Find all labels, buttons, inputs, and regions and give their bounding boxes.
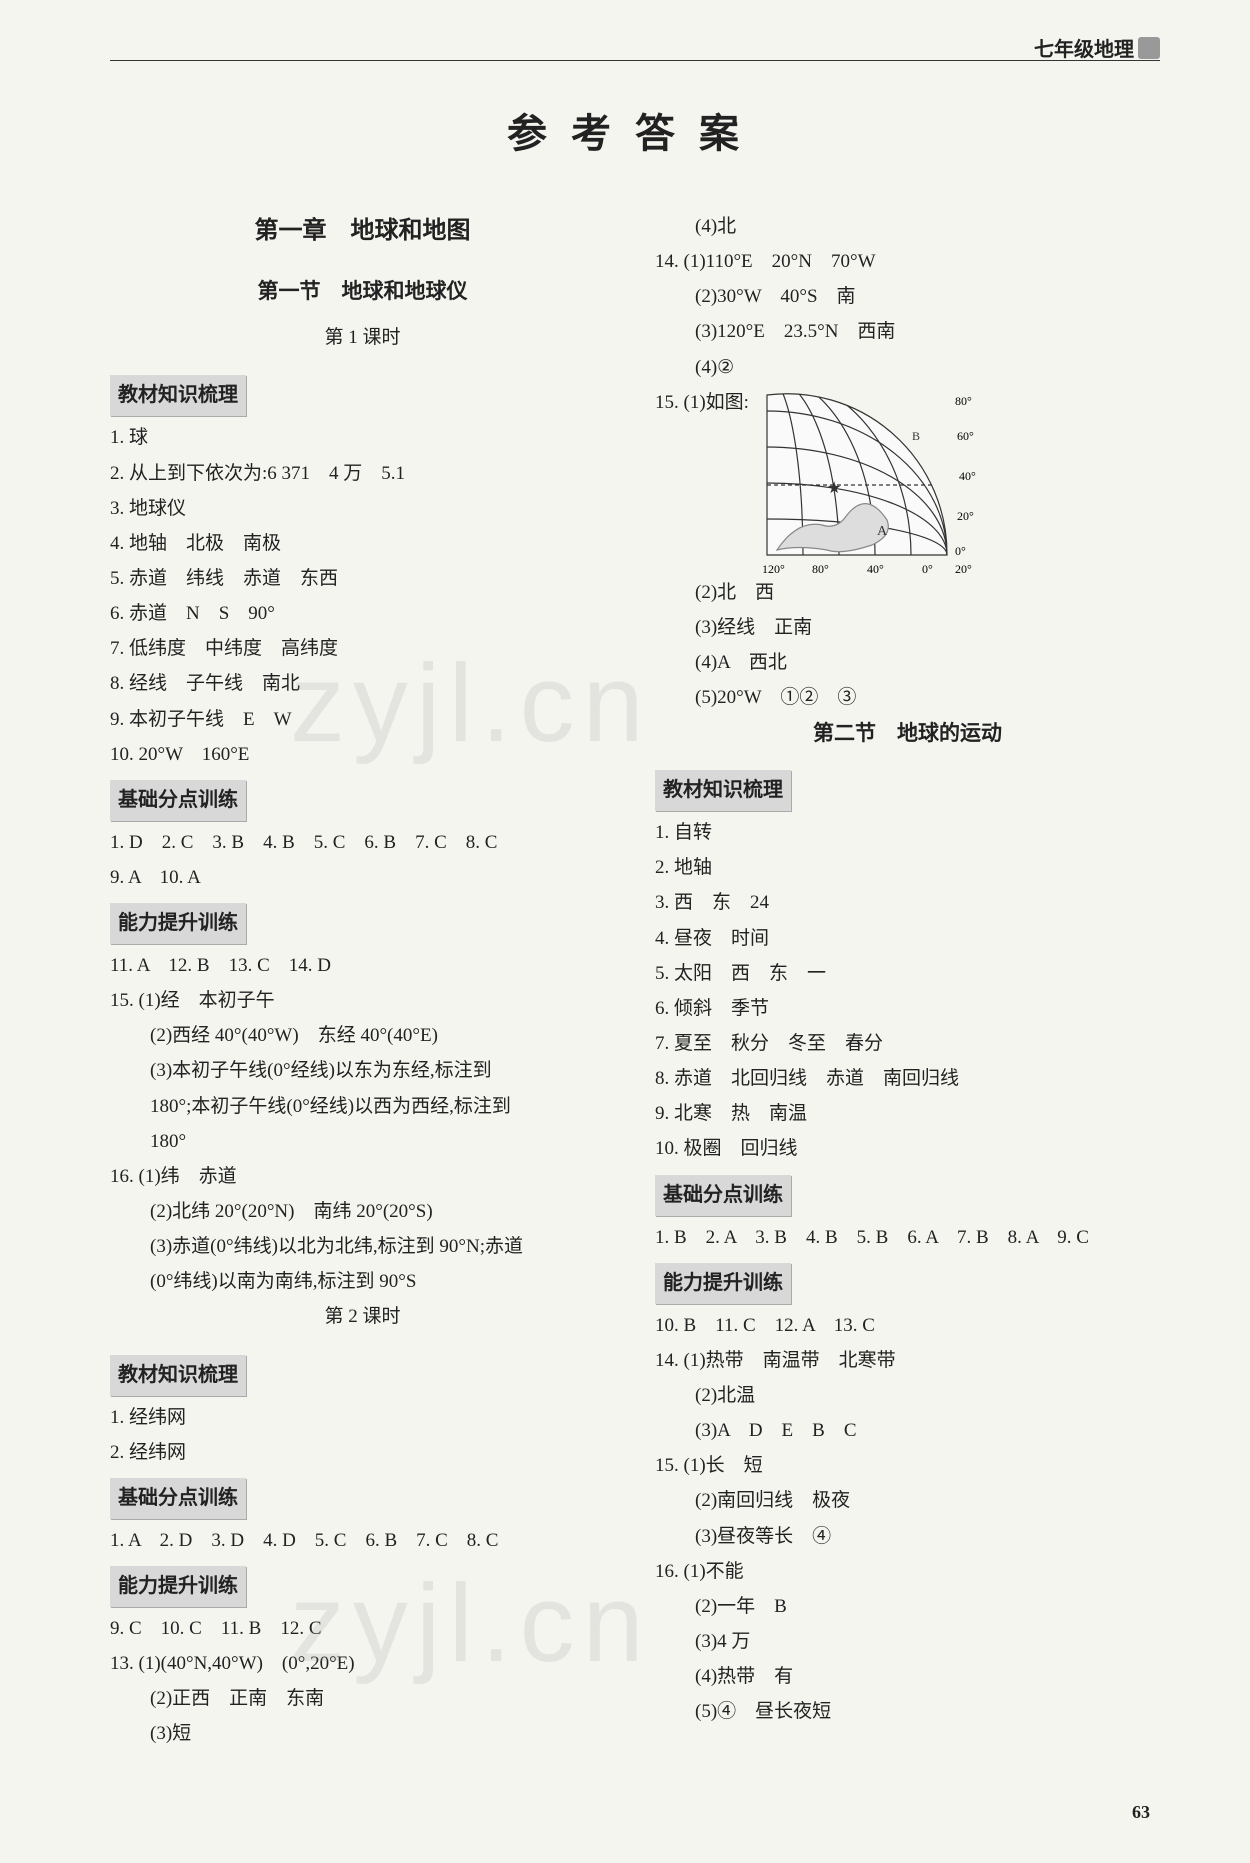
svg-text:B: B — [912, 429, 920, 443]
answer-line: 1. 球 — [110, 420, 615, 455]
subhead-knowledge-2: 教材知识梳理 — [110, 1355, 246, 1396]
answer-line: 16. (1)不能 — [655, 1554, 1160, 1589]
answer-line: (2)正西 正南 东南 — [110, 1681, 615, 1716]
answer-line: 1. 经纬网 — [110, 1400, 615, 1435]
lon-label: 80° — [812, 562, 829, 575]
answer-line: 13. (1)(40°N,40°W) (0°,20°E) — [110, 1646, 615, 1681]
answer-line: 8. 经线 子午线 南北 — [110, 666, 615, 701]
answer-line: 5. 赤道 纬线 赤道 东西 — [110, 561, 615, 596]
header-label: 七年级地理 — [1034, 33, 1160, 62]
answer-line: 15. (1)长 短 — [655, 1448, 1160, 1483]
answer-line: 1. D 2. C 3. B 4. B 5. C 6. B 7. C 8. C — [110, 825, 615, 860]
answer-line: 1. B 2. A 3. B 4. B 5. B 6. A 7. B 8. A … — [655, 1220, 1160, 1255]
lat-label: 80° — [955, 394, 972, 408]
subhead-basic-r: 基础分点训练 — [655, 1175, 791, 1216]
answer-line: (3)短 — [110, 1716, 615, 1751]
answer-line: 7. 低纬度 中纬度 高纬度 — [110, 631, 615, 666]
answer-line: (3)本初子午线(0°经线)以东为东经,标注到 — [110, 1053, 615, 1088]
answer-line: (2)南回归线 极夜 — [655, 1483, 1160, 1518]
lat-label: 0° — [955, 544, 966, 558]
answer-line: (4)A 西北 — [655, 645, 1160, 680]
answer-line: (4)北 — [655, 209, 1160, 244]
answer-line: 2. 经纬网 — [110, 1435, 615, 1470]
answer-line: (4)热带 有 — [655, 1659, 1160, 1694]
answer-line: 180° — [110, 1124, 615, 1159]
answer-line: 10. B 11. C 12. A 13. C — [655, 1308, 1160, 1343]
answer-line: (5)④ 昼长夜短 — [655, 1694, 1160, 1729]
svg-text:A: A — [877, 524, 888, 539]
answer-line: (3)A D E B C — [655, 1413, 1160, 1448]
subhead-ability-1: 能力提升训练 — [110, 903, 246, 944]
answer-line: 9. C 10. C 11. B 12. C — [110, 1611, 615, 1646]
answer-line: (3)赤道(0°纬线)以北为北纬,标注到 90°N;赤道 — [110, 1229, 615, 1264]
page-number: 63 — [1132, 1802, 1150, 1823]
answer-line: (3)120°E 23.5°N 西南 — [655, 314, 1160, 349]
answer-line: 7. 夏至 秋分 冬至 春分 — [655, 1026, 1160, 1061]
answer-line: 180°;本初子午线(0°经线)以西为西经,标注到 — [110, 1089, 615, 1124]
lon-label: 40° — [867, 562, 884, 575]
answer-line: (4)② — [655, 350, 1160, 385]
answer-line: (5)20°W ①② ③ — [655, 680, 1160, 715]
answer-line: 4. 地轴 北极 南极 — [110, 526, 615, 561]
answer-line: (0°纬线)以南为南纬,标注到 90°S — [110, 1264, 615, 1299]
answer-line: (2)30°W 40°S 南 — [655, 279, 1160, 314]
answer-line: 15. (1)经 本初子午 — [110, 983, 615, 1018]
svg-text:★: ★ — [827, 480, 841, 497]
globe-diagram: ★ A B 80° 60° 40° 20° 0° 20° 120° 80° 40… — [757, 385, 997, 575]
answer-line: 3. 西 东 24 — [655, 885, 1160, 920]
lat-label: 20° — [955, 562, 972, 575]
answer-line: 14. (1)110°E 20°N 70°W — [655, 244, 1160, 279]
answer-line: (2)北纬 20°(20°N) 南纬 20°(20°S) — [110, 1194, 615, 1229]
answer-line: 2. 地轴 — [655, 850, 1160, 885]
answer-line: 4. 昼夜 时间 — [655, 921, 1160, 956]
answer-line: 8. 赤道 北回归线 赤道 南回归线 — [655, 1061, 1160, 1096]
subhead-ability-2: 能力提升训练 — [110, 1566, 246, 1607]
answer-line: 16. (1)纬 赤道 — [110, 1159, 615, 1194]
answer-line: 10. 20°W 160°E — [110, 737, 615, 772]
answer-line: 15. (1)如图: — [655, 385, 749, 420]
answer-line: (3)4 万 — [655, 1624, 1160, 1659]
section-title-1: 第一节 地球和地球仪 — [110, 273, 615, 312]
lat-label: 40° — [959, 469, 976, 483]
answer-line: 14. (1)热带 南温带 北寒带 — [655, 1343, 1160, 1378]
lesson-title-1: 第 1 课时 — [110, 320, 615, 355]
answer-line: 2. 从上到下依次为:6 371 4 万 5.1 — [110, 456, 615, 491]
answer-line: (3)昼夜等长 ④ — [655, 1519, 1160, 1554]
header-text: 七年级地理 — [1034, 33, 1134, 62]
answer-line: (2)一年 B — [655, 1589, 1160, 1624]
answer-line: (3)经线 正南 — [655, 610, 1160, 645]
subhead-basic-2: 基础分点训练 — [110, 1478, 246, 1519]
answer-line: 9. 北寒 热 南温 — [655, 1096, 1160, 1131]
answer-line: (2)北 西 — [655, 575, 1160, 610]
lesson-title-2: 第 2 课时 — [110, 1299, 615, 1334]
chapter-title: 第一章 地球和地图 — [110, 209, 615, 253]
answer-line: (2)西经 40°(40°W) 东经 40°(40°E) — [110, 1018, 615, 1053]
subhead-knowledge-1: 教材知识梳理 — [110, 375, 246, 416]
section-title-2: 第二节 地球的运动 — [655, 715, 1160, 754]
lon-label: 120° — [762, 562, 785, 575]
answer-line: (2)北温 — [655, 1378, 1160, 1413]
answer-line: 9. 本初子午线 E W — [110, 702, 615, 737]
answer-line: 5. 太阳 西 东 一 — [655, 956, 1160, 991]
answer-line: 11. A 12. B 13. C 14. D — [110, 948, 615, 983]
lat-label: 20° — [957, 509, 974, 523]
answer-line: 3. 地球仪 — [110, 491, 615, 526]
header-logo-icon — [1138, 37, 1160, 59]
main-title: 参考答案 — [110, 101, 1160, 159]
answer-line: 9. A 10. A — [110, 860, 615, 895]
subhead-ability-r: 能力提升训练 — [655, 1263, 791, 1304]
answer-line: 10. 极圈 回归线 — [655, 1131, 1160, 1166]
answer-line: 1. 自转 — [655, 815, 1160, 850]
subhead-basic-1: 基础分点训练 — [110, 780, 246, 821]
answer-line: 6. 赤道 N S 90° — [110, 596, 615, 631]
answer-line: 6. 倾斜 季节 — [655, 991, 1160, 1026]
answer-line: 1. A 2. D 3. D 4. D 5. C 6. B 7. C 8. C — [110, 1523, 615, 1558]
subhead-knowledge-r: 教材知识梳理 — [655, 770, 791, 811]
left-column: 第一章 地球和地图 第一节 地球和地球仪 第 1 课时 教材知识梳理 1. 球 … — [110, 209, 615, 1752]
lon-label: 0° — [922, 562, 933, 575]
right-column: (4)北 14. (1)110°E 20°N 70°W (2)30°W 40°S… — [655, 209, 1160, 1752]
lat-label: 60° — [957, 429, 974, 443]
